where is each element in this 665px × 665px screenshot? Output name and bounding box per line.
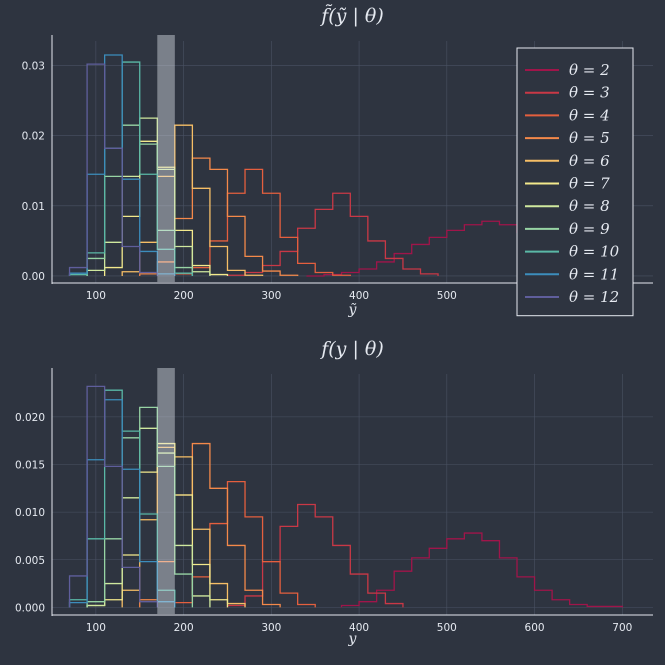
legend-entry: θ = 11	[569, 265, 619, 283]
x-tick-label: 400	[349, 290, 369, 302]
x-tick-label: 100	[86, 290, 106, 302]
x-tick-label: 100	[86, 622, 106, 634]
legend-entry: θ = 2	[569, 61, 610, 79]
x-tick-label: 200	[174, 622, 194, 634]
series-3-line	[174, 168, 351, 276]
legend-entry: θ = 4	[569, 106, 610, 124]
series-1-line	[340, 532, 623, 608]
series-4-line	[139, 157, 299, 276]
legend-entry: θ = 10	[569, 243, 620, 261]
series-2-line	[226, 503, 404, 608]
x-tick-label: 500	[437, 622, 457, 634]
panel-2: 100 200 300 400 500 600 700 0.000 0.005 0.010 0.01…	[15, 338, 653, 647]
y-tick-label: 0.03	[22, 61, 45, 73]
series-10-line	[68, 399, 176, 608]
series-11-line	[68, 385, 158, 608]
x-tick-label: 400	[349, 622, 369, 634]
series-7-line	[86, 427, 211, 608]
y-tick-label: 0.000	[15, 602, 45, 614]
highlight-band	[157, 35, 175, 282]
y-tick-label: 0.015	[15, 459, 45, 471]
x-axis-label: y	[348, 631, 358, 647]
x-tick-label: 300	[261, 290, 281, 302]
legend-entry: θ = 3	[569, 84, 610, 102]
x-tick-label: 500	[437, 290, 457, 302]
y-tick-label: 0.020	[15, 412, 45, 424]
y-tick-label: 0.00	[22, 271, 45, 283]
legend-entry: θ = 12	[569, 288, 619, 306]
legend-entry: θ = 8	[569, 197, 610, 215]
legend-entry: θ = 9	[569, 220, 610, 238]
legend-entry: θ = 5	[569, 129, 610, 147]
legend-entry: θ = 6	[569, 152, 610, 170]
y-tick-label: 0.01	[22, 201, 45, 213]
y-tick-label: 0.02	[22, 131, 45, 143]
y-tick-label: 0.005	[15, 555, 45, 567]
legend-entry: θ = 7	[569, 175, 610, 193]
chart-title: f̃(ỹ | θ)	[319, 4, 384, 27]
y-tick-label: 0.010	[15, 507, 45, 519]
legend: θ = 2 θ = 3 θ = 4 θ = 5 θ = 6 θ = 7 θ = 8 θ = 9…	[516, 47, 634, 317]
x-tick-label: 600	[525, 622, 545, 634]
x-axis-label: ỹ	[348, 302, 358, 318]
highlight-band	[157, 368, 175, 614]
x-tick-label: 300	[261, 622, 281, 634]
x-tick-label: 700	[612, 622, 632, 634]
chart-title: f(y | θ)	[319, 338, 384, 360]
series-8-line	[86, 406, 194, 608]
x-tick-label: 200	[174, 290, 194, 302]
series-11-line	[68, 63, 158, 276]
